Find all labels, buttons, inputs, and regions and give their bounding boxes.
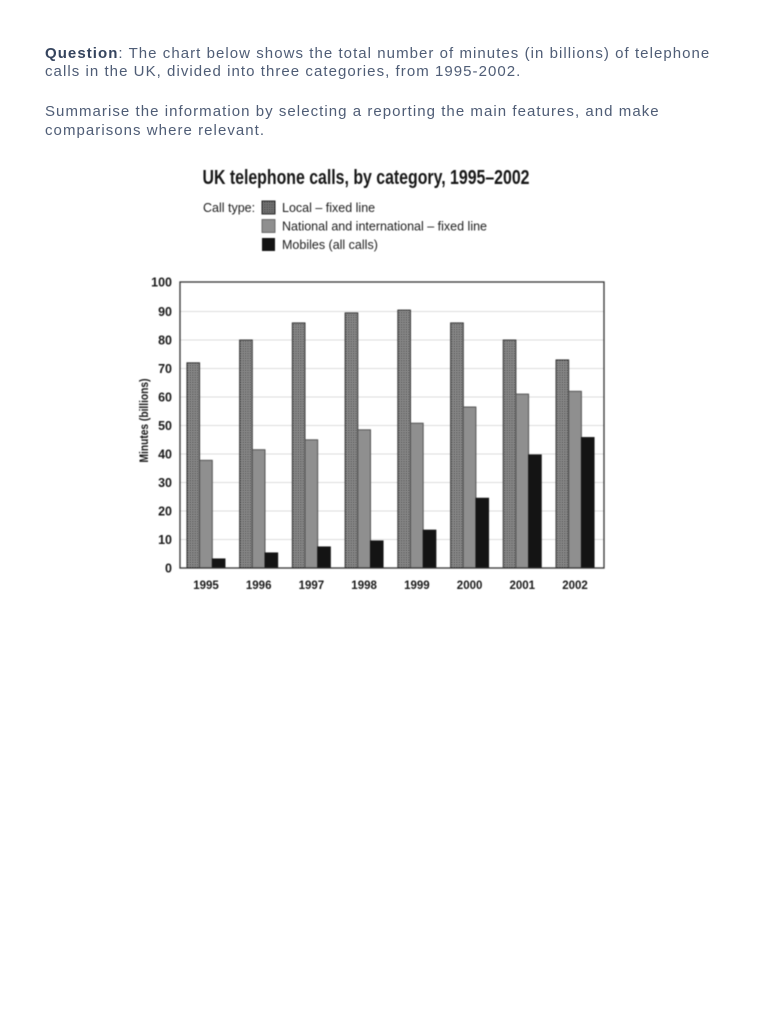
svg-text:1998: 1998 [351, 580, 377, 592]
svg-text:1996: 1996 [246, 580, 272, 592]
svg-text:2002: 2002 [562, 580, 588, 592]
svg-text:1995: 1995 [193, 580, 219, 592]
svg-text:20: 20 [158, 504, 172, 518]
svg-text:Local – fixed line: Local – fixed line [282, 201, 375, 215]
svg-text:UK telephone calls, by categor: UK telephone calls, by category, 1995–20… [203, 167, 530, 189]
svg-text:70: 70 [158, 362, 172, 376]
svg-text:90: 90 [158, 305, 172, 319]
svg-text:40: 40 [158, 447, 172, 461]
svg-text:2001: 2001 [510, 580, 536, 592]
svg-text:National and international – f: National and international – fixed line [282, 220, 487, 234]
svg-text:100: 100 [151, 275, 172, 289]
svg-text:Minutes (billions): Minutes (billions) [137, 379, 151, 463]
svg-text:Call type:: Call type: [203, 201, 255, 215]
svg-text:10: 10 [158, 533, 172, 547]
svg-text:30: 30 [158, 476, 172, 490]
svg-text:80: 80 [158, 333, 172, 347]
svg-text:2000: 2000 [457, 580, 483, 592]
svg-text:50: 50 [158, 419, 172, 433]
svg-text:1997: 1997 [299, 580, 325, 592]
svg-text:Mobiles (all calls): Mobiles (all calls) [282, 238, 378, 252]
svg-text:1999: 1999 [404, 580, 430, 592]
svg-text:0: 0 [165, 561, 172, 575]
svg-text:60: 60 [158, 390, 172, 404]
